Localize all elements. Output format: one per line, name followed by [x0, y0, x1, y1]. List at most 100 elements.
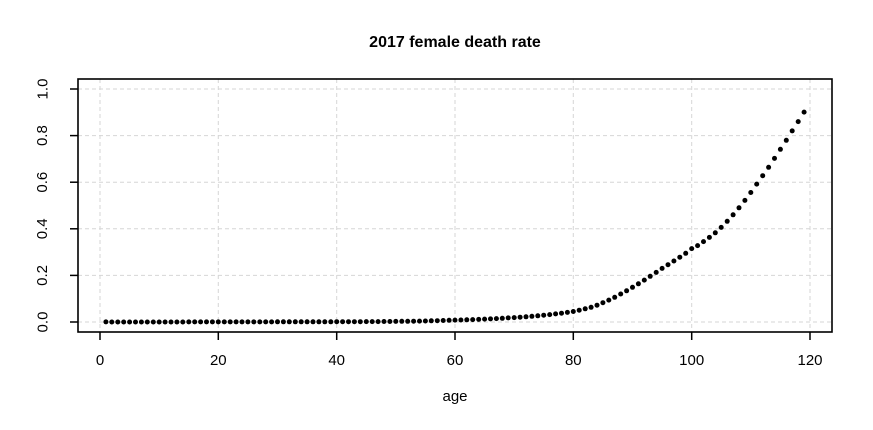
- data-point: [286, 319, 292, 325]
- data-point: [138, 319, 144, 325]
- data-point: [517, 314, 523, 320]
- data-point: [322, 319, 328, 325]
- data-point: [724, 218, 730, 224]
- data-point: [186, 319, 192, 325]
- y-tick-label: 0.2: [34, 265, 51, 286]
- data-point: [346, 319, 351, 325]
- data-point: [227, 319, 233, 325]
- data-point: [476, 316, 482, 322]
- data-point: [233, 319, 239, 325]
- data-point: [594, 302, 600, 308]
- data-point: [795, 119, 801, 125]
- chart-title: 2017 female death rate: [369, 34, 541, 51]
- data-point: [659, 265, 665, 271]
- data-point: [162, 319, 168, 325]
- data-point: [464, 317, 470, 323]
- data-point: [570, 309, 576, 314]
- data-point: [718, 224, 724, 230]
- x-axis-label: age: [442, 388, 468, 405]
- data-point: [789, 128, 795, 134]
- data-point: [334, 319, 340, 325]
- data-point: [440, 318, 446, 323]
- data-point: [647, 273, 653, 279]
- data-point: [133, 319, 138, 325]
- data-point: [269, 319, 275, 325]
- data-point: [192, 319, 198, 325]
- data-point: [665, 262, 671, 268]
- y-tick-label: 0.0: [34, 312, 51, 333]
- data-point: [470, 317, 476, 323]
- data-point: [428, 318, 434, 324]
- data-point: [760, 173, 766, 179]
- data-point: [576, 307, 582, 313]
- data-point: [405, 318, 411, 324]
- x-tick-label: 100: [679, 352, 704, 369]
- data-point: [310, 319, 316, 325]
- data-point: [168, 319, 174, 325]
- x-tick-label: 20: [210, 352, 227, 369]
- data-point: [221, 319, 227, 325]
- data-point: [736, 205, 742, 211]
- data-point: [748, 190, 754, 195]
- data-point: [280, 319, 286, 325]
- data-point: [375, 319, 381, 325]
- data-point: [209, 319, 215, 325]
- data-point: [150, 319, 156, 325]
- plot-box: [77, 78, 833, 333]
- data-point: [523, 314, 529, 320]
- data-point: [783, 137, 789, 143]
- data-point: [381, 319, 387, 324]
- data-point: [671, 258, 677, 264]
- data-point: [635, 281, 641, 287]
- data-point: [434, 318, 440, 324]
- data-point: [304, 319, 310, 325]
- data-point: [357, 319, 363, 325]
- data-point: [541, 312, 547, 318]
- data-point: [630, 284, 635, 290]
- data-point: [695, 243, 701, 249]
- data-point: [730, 212, 736, 218]
- data-point: [766, 164, 772, 170]
- data-point: [588, 304, 594, 310]
- data-point: [316, 319, 322, 325]
- data-point: [204, 319, 209, 325]
- data-point: [275, 319, 280, 325]
- data-point: [505, 315, 511, 321]
- data-point: [482, 316, 488, 322]
- data-point: [742, 197, 748, 203]
- data-point: [706, 234, 712, 240]
- data-point: [363, 319, 369, 325]
- data-point: [109, 319, 115, 325]
- data-point: [417, 318, 422, 324]
- data-point: [174, 319, 180, 325]
- x-tick-label: 40: [328, 352, 345, 369]
- data-point: [801, 109, 807, 115]
- data-point: [547, 312, 553, 318]
- data-point: [144, 319, 150, 325]
- data-point: [328, 319, 334, 325]
- data-point: [535, 313, 541, 319]
- data-point: [553, 311, 559, 317]
- data-point: [156, 319, 162, 325]
- data-point: [399, 318, 405, 324]
- y-tick-label: 0.6: [34, 172, 51, 193]
- data-point: [499, 315, 505, 321]
- data-point: [263, 319, 269, 325]
- data-point: [351, 319, 357, 325]
- data-point: [529, 313, 535, 319]
- data-point: [701, 239, 706, 245]
- x-tick-label: 60: [447, 352, 464, 369]
- data-point: [606, 297, 612, 303]
- data-point: [689, 246, 695, 252]
- data-point: [772, 155, 777, 161]
- data-point: [493, 316, 499, 322]
- data-point: [452, 317, 458, 323]
- data-point: [387, 319, 393, 324]
- data-point: [600, 300, 606, 306]
- data-point: [446, 317, 452, 323]
- data-point: [564, 309, 570, 315]
- data-point: [198, 319, 204, 325]
- data-point: [298, 319, 304, 325]
